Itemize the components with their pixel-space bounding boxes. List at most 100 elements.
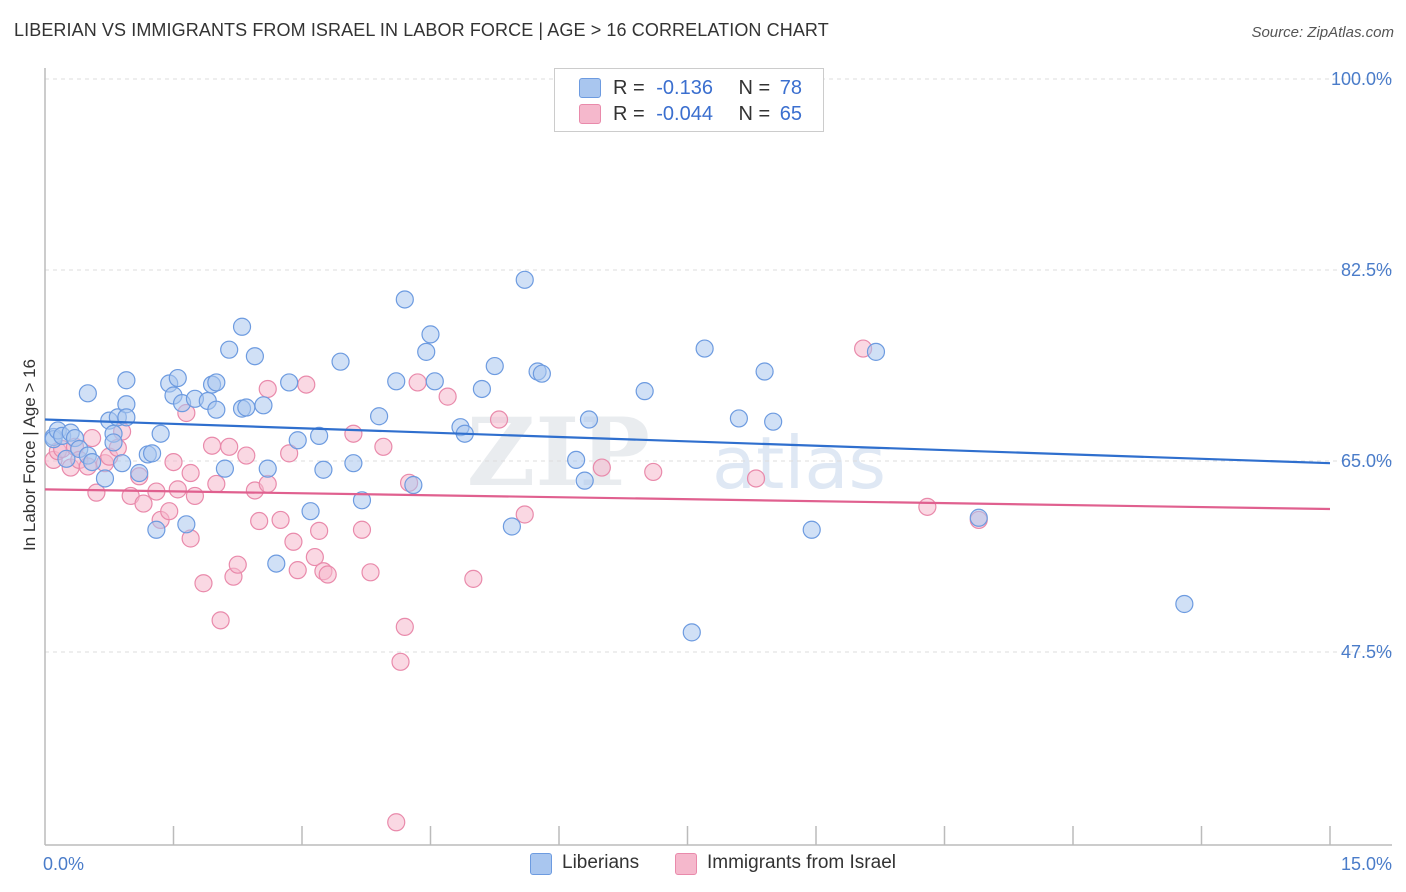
liberians-point bbox=[254, 396, 273, 415]
liberians-point bbox=[117, 371, 136, 390]
liberians-point bbox=[78, 384, 97, 403]
liberians-point bbox=[57, 449, 76, 468]
israel-point bbox=[271, 510, 290, 530]
liberians-point bbox=[245, 347, 264, 366]
israel-point bbox=[202, 436, 222, 455]
israel-point bbox=[297, 375, 316, 394]
y-tick-label: 82.5% bbox=[1341, 260, 1392, 280]
liberians-point bbox=[130, 463, 149, 483]
liberians-point bbox=[472, 379, 491, 399]
legend-r-value: -0.136 bbox=[656, 77, 713, 99]
liberians-point bbox=[575, 471, 594, 490]
liberians-point bbox=[267, 554, 286, 573]
liberians-point bbox=[142, 444, 162, 463]
liberians-point bbox=[764, 412, 783, 431]
chart-title: LIBERIAN VS IMMIGRANTS FROM ISRAEL IN LA… bbox=[14, 20, 829, 40]
liberians-point bbox=[237, 398, 256, 417]
liberians-point bbox=[112, 454, 132, 473]
liberians-point bbox=[314, 460, 333, 479]
liberians-point bbox=[280, 373, 299, 392]
liberians-point bbox=[352, 491, 372, 510]
y-tick-label: 65.0% bbox=[1341, 451, 1392, 471]
israel-point bbox=[288, 561, 307, 580]
israel-point bbox=[344, 424, 363, 443]
liberians-point bbox=[215, 459, 234, 478]
liberians-point bbox=[331, 352, 350, 371]
israel-point bbox=[207, 474, 226, 494]
liberians-point bbox=[220, 340, 239, 359]
liberians-point bbox=[1175, 594, 1194, 614]
liberians-point bbox=[404, 475, 423, 495]
liberians-point bbox=[802, 520, 821, 539]
liberians-point bbox=[755, 362, 774, 381]
legend: R = -0.136 N = 78 R = -0.044 N = 65 bbox=[554, 68, 824, 132]
israel-point bbox=[395, 617, 414, 636]
watermark-atlas: atlas bbox=[712, 421, 886, 505]
liberians-point bbox=[682, 623, 701, 642]
legend-r-label: R = bbox=[613, 77, 645, 99]
israel-point bbox=[220, 437, 239, 456]
israel-point bbox=[438, 387, 457, 406]
israel-point bbox=[361, 563, 380, 582]
liberians-point bbox=[729, 409, 749, 428]
liberians-point bbox=[387, 372, 406, 391]
liberians-point bbox=[207, 373, 226, 392]
legend-n-value: 78 bbox=[779, 77, 803, 99]
israel-point bbox=[87, 483, 106, 502]
liberians-point bbox=[635, 382, 654, 401]
israel-point bbox=[181, 463, 200, 483]
liberians-point bbox=[207, 400, 226, 419]
israel-point bbox=[644, 462, 663, 482]
israel-point bbox=[134, 494, 153, 513]
liberians-point bbox=[425, 372, 444, 391]
liberians-point bbox=[95, 469, 115, 488]
israel-point bbox=[318, 565, 337, 584]
liberians-point bbox=[421, 325, 440, 344]
israel-point bbox=[408, 373, 427, 392]
legend-swatch-blue bbox=[579, 78, 601, 98]
liberians-point bbox=[417, 342, 436, 361]
liberians-point bbox=[288, 431, 307, 450]
israel-point bbox=[228, 555, 247, 574]
liberians-point bbox=[502, 517, 521, 536]
x-tick-label: 15.0% bbox=[1341, 854, 1392, 874]
israel-point bbox=[305, 547, 324, 567]
legend-n-value: 65 bbox=[779, 103, 803, 125]
legend-r-value: -0.044 bbox=[656, 103, 713, 125]
israel-point bbox=[168, 480, 187, 499]
legend-n-label: N = bbox=[738, 77, 771, 99]
bottom-legend-label: Immigrants from Israel bbox=[707, 852, 896, 873]
israel-point bbox=[374, 437, 393, 456]
legend-swatch-blue bbox=[530, 853, 552, 875]
israel-point bbox=[258, 379, 277, 399]
liberians-point bbox=[83, 452, 102, 472]
x-tick-label: 0.0% bbox=[43, 854, 84, 874]
liberians-point bbox=[151, 424, 170, 443]
liberians-point bbox=[310, 426, 329, 445]
liberians-point bbox=[395, 290, 414, 309]
israel-point bbox=[194, 574, 213, 593]
legend-n-label: N = bbox=[738, 103, 771, 125]
y-tick-label: 100.0% bbox=[1331, 69, 1392, 89]
liberians-point bbox=[532, 364, 551, 383]
liberians-point bbox=[147, 520, 166, 539]
israel-point bbox=[185, 486, 205, 506]
liberians-point bbox=[485, 356, 504, 376]
israel-point bbox=[160, 502, 179, 521]
israel-point bbox=[489, 410, 509, 429]
liberians-point bbox=[579, 410, 599, 429]
israel-point bbox=[352, 520, 372, 539]
israel-point bbox=[387, 813, 406, 832]
source-label: Source: ZipAtlas.com bbox=[1251, 24, 1394, 41]
legend-r-label: R = bbox=[613, 103, 645, 125]
liberians-point bbox=[344, 454, 363, 473]
israel-point bbox=[258, 474, 277, 494]
legend-swatch-pink bbox=[579, 104, 601, 124]
liberians-point bbox=[695, 339, 714, 358]
liberians-point bbox=[567, 450, 586, 470]
israel-point bbox=[515, 505, 534, 524]
israel-point bbox=[211, 611, 230, 630]
liberians-trendline bbox=[44, 418, 1331, 465]
israel-point bbox=[592, 458, 611, 477]
